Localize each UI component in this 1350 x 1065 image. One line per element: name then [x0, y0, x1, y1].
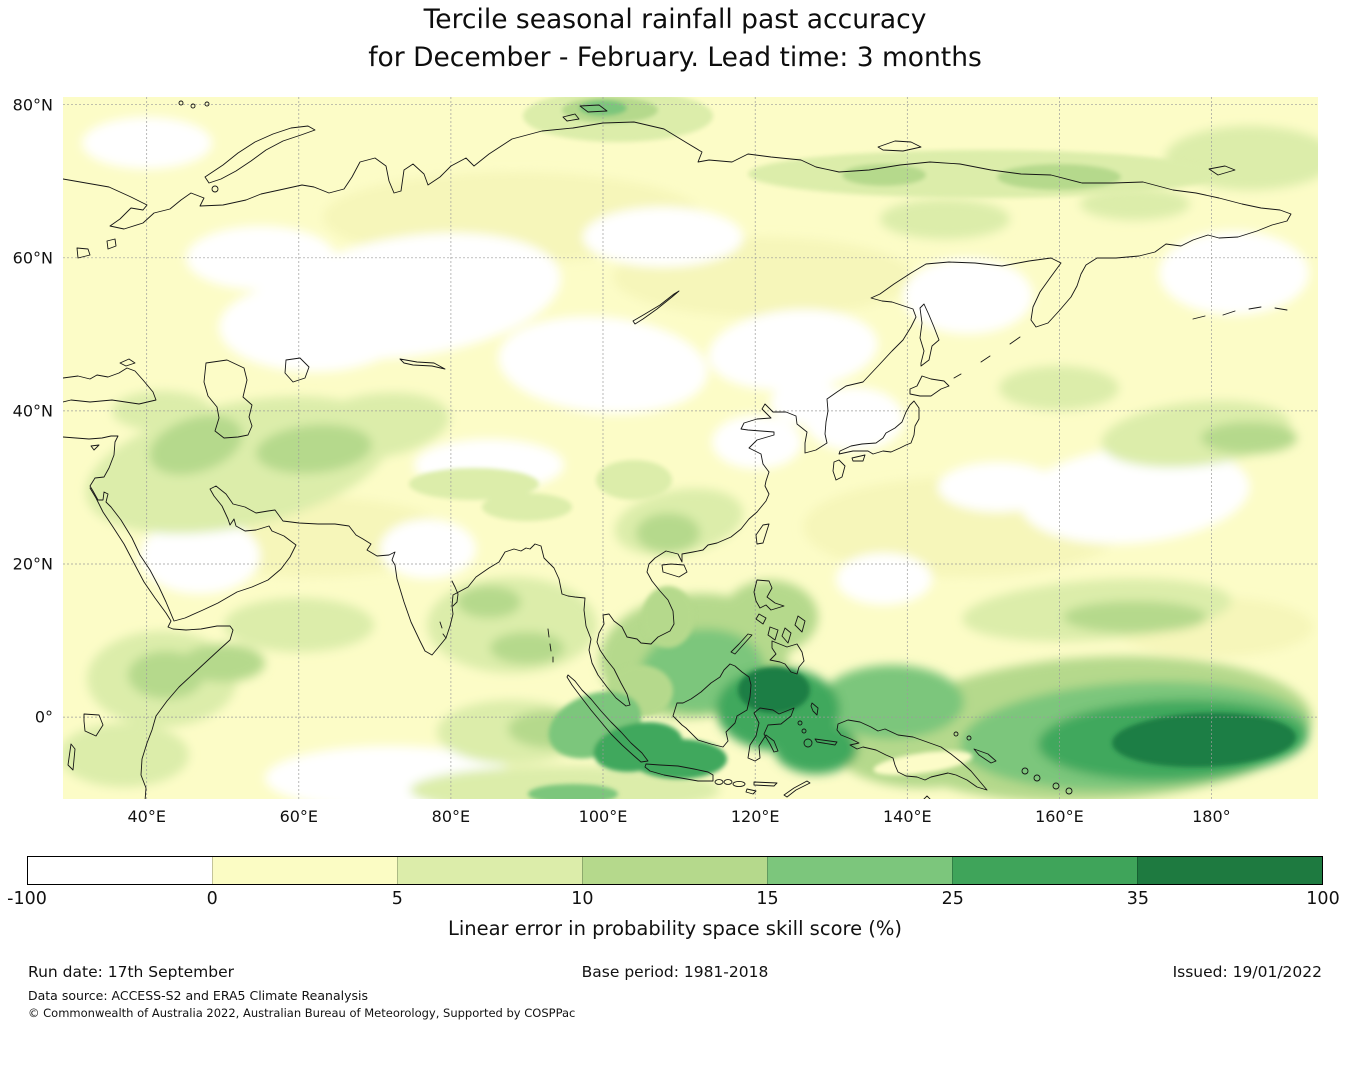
cb-tick-0: 0 — [206, 889, 218, 909]
skill-shading-detail — [409, 97, 1296, 799]
lon-tick-80e: 80°E — [431, 807, 471, 826]
footer: Run date: 17th September Base period: 19… — [28, 963, 1322, 1020]
coastlines — [63, 100, 1292, 799]
graticule — [63, 97, 1318, 799]
colorbar-segment-5 — [767, 857, 952, 884]
colorbar-segment-3 — [397, 857, 582, 884]
issued-date: Issued: 19/01/2022 — [1172, 963, 1322, 981]
figure-title: Tercile seasonal rainfall past accuracy … — [0, 1, 1350, 77]
lon-tick-140e: 140°E — [882, 807, 932, 826]
lon-tick-40e: 40°E — [127, 807, 166, 826]
colorbar-segment-1 — [28, 857, 212, 884]
lat-tick-40n: 40°N — [12, 401, 53, 421]
colorbar-ticks: -100 0 5 10 15 25 35 100 — [7, 889, 1340, 911]
cb-tick-35: 35 — [1126, 889, 1149, 909]
colorbar-segment-4 — [582, 857, 767, 884]
rainfall-skill-map — [63, 97, 1318, 799]
cb-tick-10: 10 — [571, 889, 594, 909]
title-line-1: Tercile seasonal rainfall past accuracy — [423, 4, 927, 35]
colorbar — [27, 856, 1323, 885]
lon-tick-160e: 160°E — [1035, 807, 1084, 826]
cb-tick-neg100: -100 — [7, 889, 47, 909]
lon-tick-180: 180° — [1192, 807, 1231, 826]
latitude-axis: 80°N 60°N 40°N 20°N 0° — [0, 95, 58, 799]
footer-row: Run date: 17th September Base period: 19… — [28, 963, 1322, 983]
colorbar-label: Linear error in probability space skill … — [447, 917, 903, 940]
lat-tick-0: 0° — [34, 707, 53, 727]
lat-tick-20n: 20°N — [12, 554, 53, 574]
cb-tick-100: 100 — [1306, 889, 1340, 909]
data-source: Data source: ACCESS-S2 and ERA5 Climate … — [28, 988, 368, 1003]
cb-tick-5: 5 — [391, 889, 403, 909]
lon-tick-120e: 120°E — [730, 807, 780, 826]
lat-tick-80n: 80°N — [12, 95, 53, 115]
run-date: Run date: 17th September — [28, 963, 234, 981]
copyright: © Commonwealth of Australia 2022, Austra… — [28, 1006, 576, 1020]
cb-tick-15: 15 — [756, 889, 779, 909]
cb-tick-25: 25 — [941, 889, 964, 909]
title-line-2: for December - February. Lead time: 3 mo… — [368, 42, 982, 73]
lon-tick-100e: 100°E — [578, 807, 628, 826]
base-period: Base period: 1981-2018 — [581, 963, 769, 981]
colorbar-segment-2 — [212, 857, 397, 884]
colorbar-segment-7 — [1137, 857, 1322, 884]
longitude-axis: 40°E 60°E 80°E 100°E 120°E 140°E 160°E 1… — [63, 807, 1318, 831]
map-canvas — [63, 97, 1318, 799]
lat-tick-60n: 60°N — [12, 248, 53, 268]
colorbar-segment-6 — [952, 857, 1137, 884]
lon-tick-60e: 60°E — [279, 807, 319, 826]
